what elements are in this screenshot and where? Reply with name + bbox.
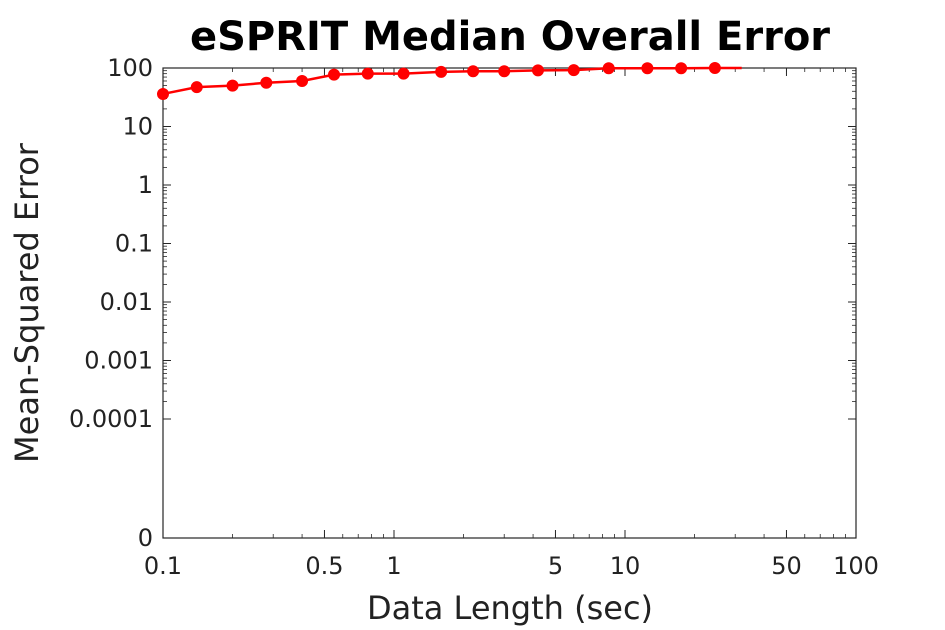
data-point <box>467 65 480 78</box>
series-group <box>157 62 742 100</box>
x-axis-ticks: 0.1 0.5 1 5 10 50 100 <box>144 68 879 580</box>
y-axis-ticks: 0 0.0001 0.001 0.01 0.1 1 10 100 <box>69 54 856 552</box>
y-tick-label: 0.01 <box>100 288 153 316</box>
x-tick-label: 50 <box>771 552 802 580</box>
x-tick-label: 5 <box>548 552 563 580</box>
x-axis-label: Data Length (sec) <box>367 589 653 627</box>
y-tick-label: 0.001 <box>84 347 153 375</box>
y-tick-label: 0.0001 <box>69 405 153 433</box>
x-tick-label: 0.5 <box>305 552 343 580</box>
data-point <box>328 68 341 81</box>
x-tick-label: 0.1 <box>144 552 182 580</box>
data-point <box>435 65 448 78</box>
y-axis-label: Mean-Squared Error <box>8 142 46 463</box>
data-point <box>641 62 654 75</box>
data-point <box>531 64 544 77</box>
data-point <box>675 62 688 75</box>
data-point <box>567 64 580 77</box>
y-tick-label: 1 <box>138 171 153 199</box>
data-point <box>602 62 615 75</box>
x-tick-label: 1 <box>386 552 401 580</box>
y-tick-label: 0.1 <box>115 230 153 258</box>
y-tick-label: 100 <box>107 54 153 82</box>
data-point <box>260 76 273 89</box>
data-point <box>157 87 169 100</box>
data-point <box>296 74 309 87</box>
x-tick-label: 10 <box>610 552 641 580</box>
y-tick-label: 10 <box>122 113 153 141</box>
data-point <box>361 67 374 80</box>
data-point <box>397 67 410 80</box>
chart-title: eSPRIT Median Overall Error <box>190 14 830 60</box>
x-tick-label: 100 <box>833 552 879 580</box>
data-point <box>498 65 511 78</box>
plot-area <box>162 67 857 539</box>
data-point <box>226 79 239 92</box>
data-point <box>708 62 721 74</box>
data-point <box>190 81 203 94</box>
y-tick-label: 0 <box>138 524 153 552</box>
